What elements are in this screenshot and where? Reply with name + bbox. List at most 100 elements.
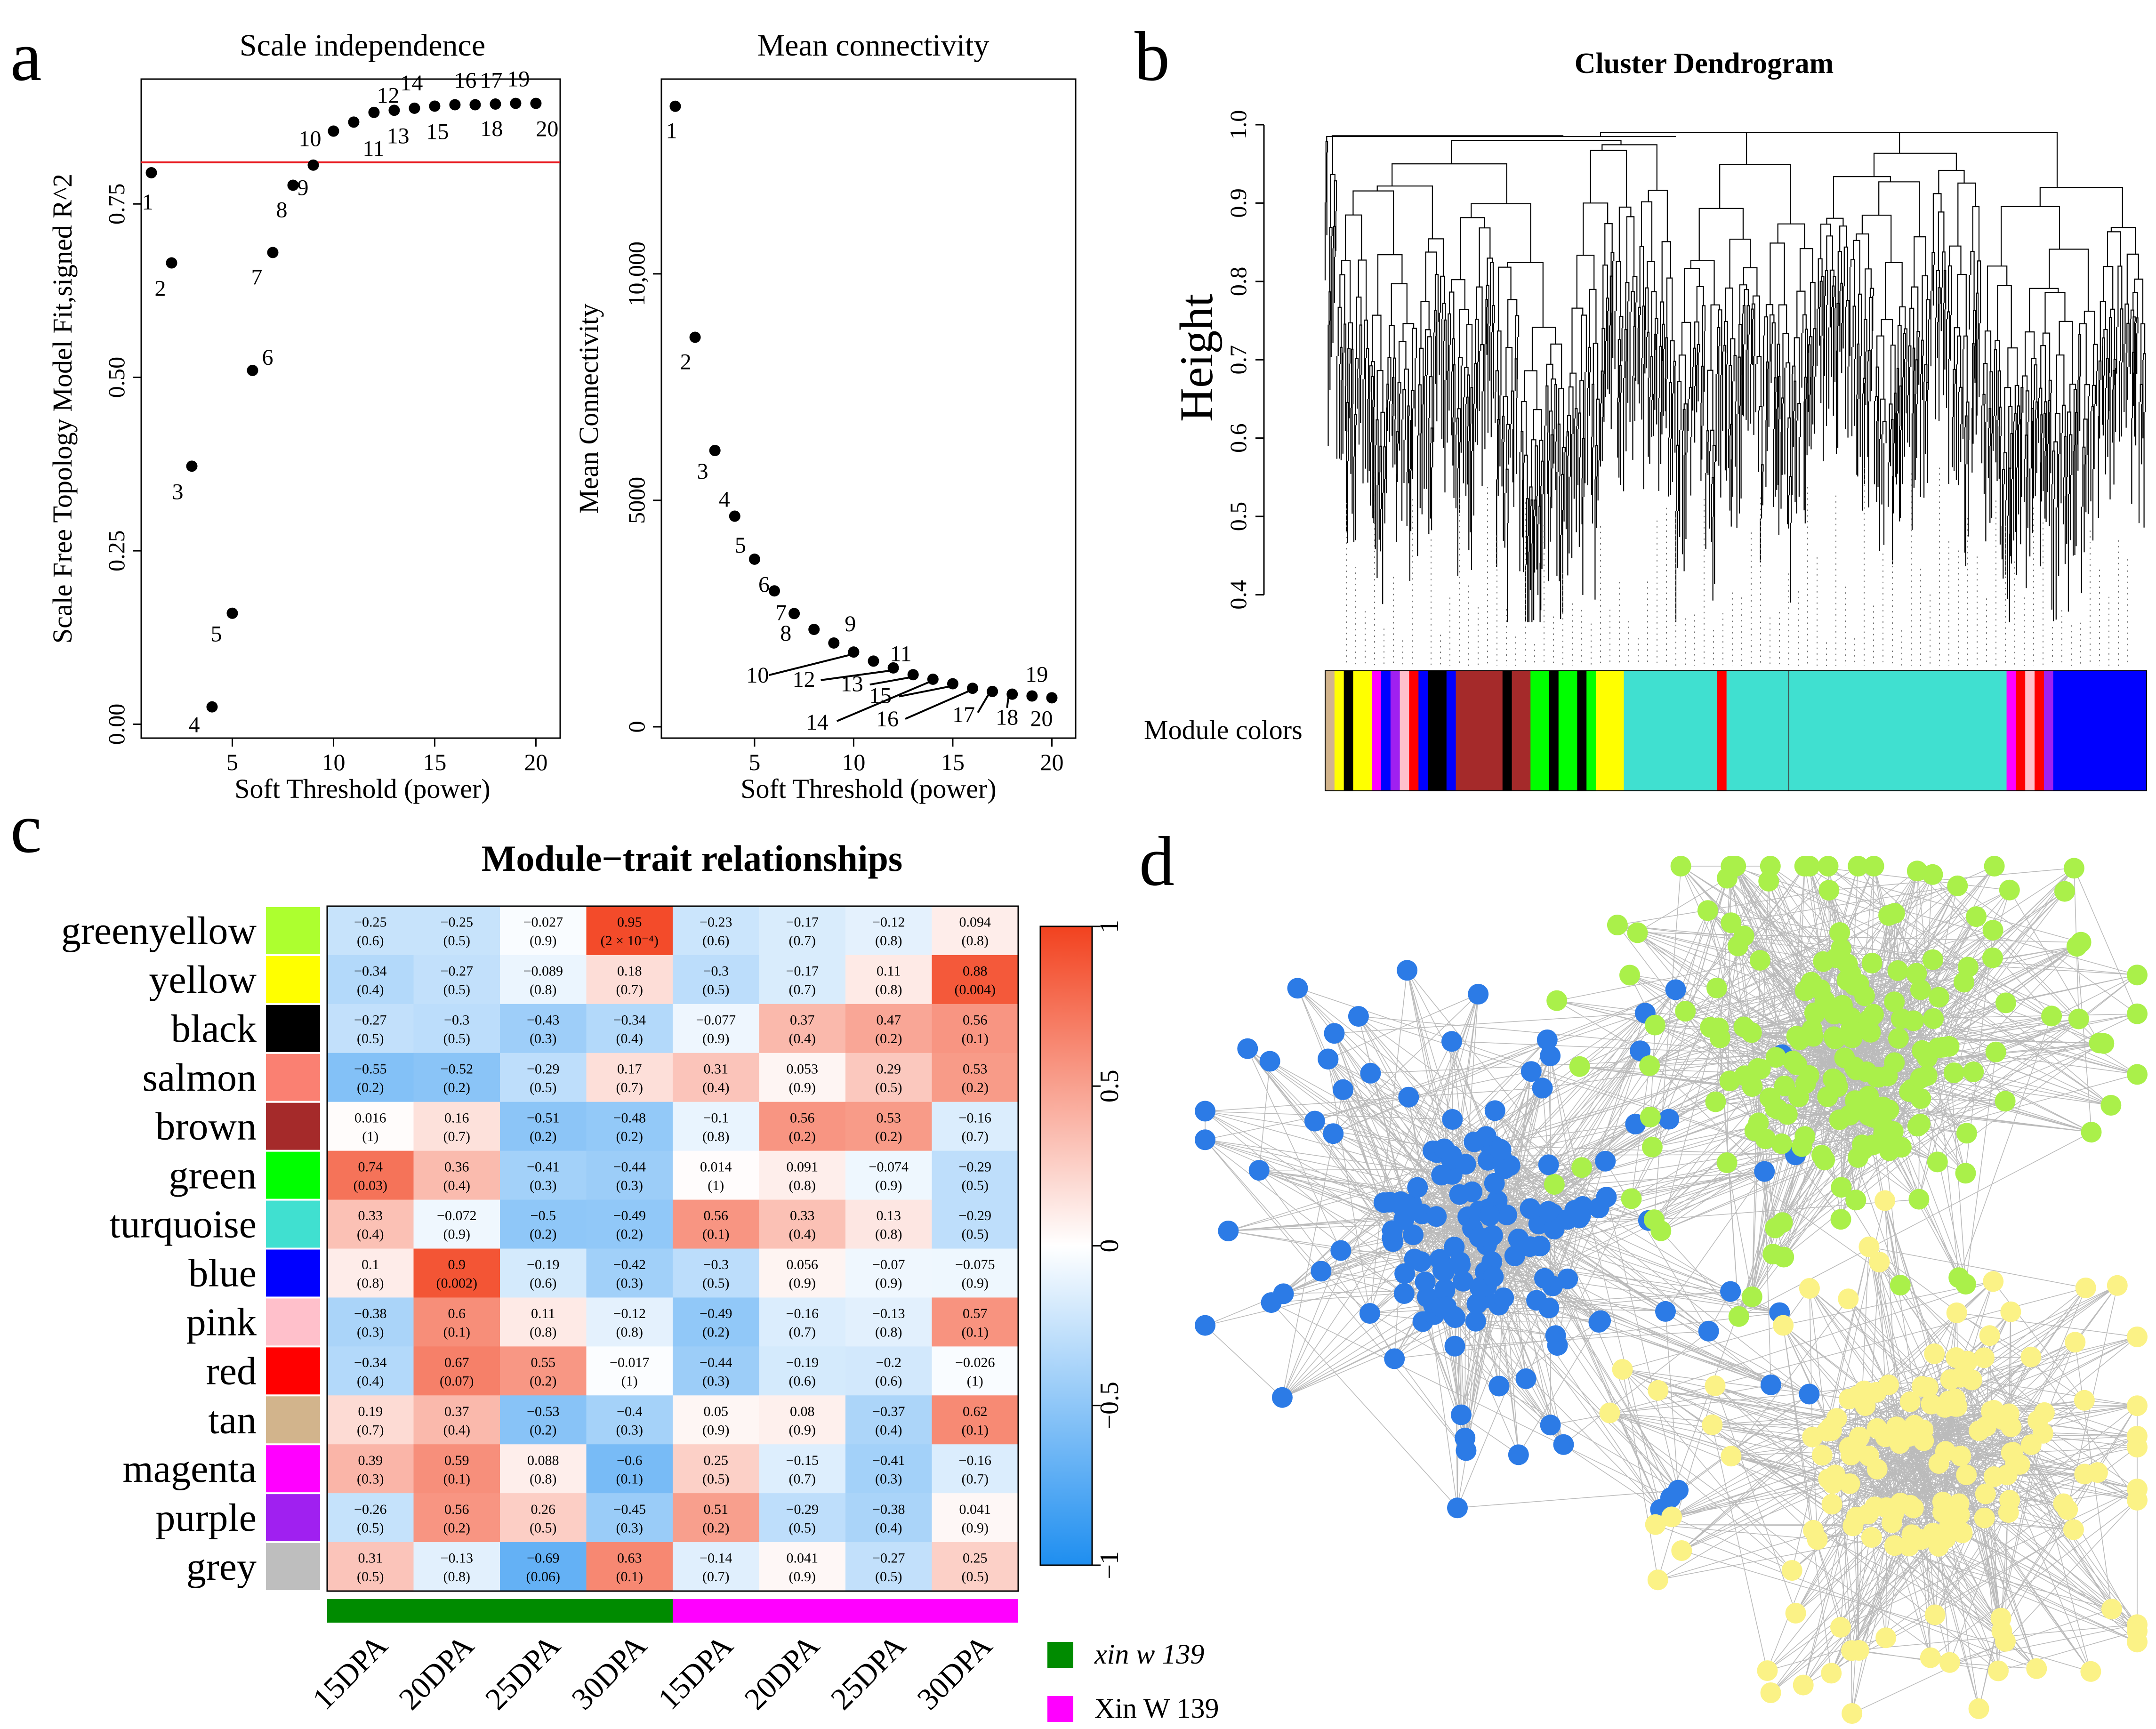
heatmap-cell (673, 1053, 760, 1102)
network-node (1949, 1504, 1970, 1525)
legend-swatch (1047, 1642, 1073, 1668)
network-node (2066, 936, 2087, 957)
network-node (2001, 1442, 2022, 1463)
heatmap-cell (673, 906, 760, 956)
network-node (2041, 1005, 2062, 1027)
network-node (1830, 1616, 1851, 1638)
network-node (1484, 1100, 1505, 1121)
network-node (1540, 1045, 1561, 1067)
chart-title: Cluster Dendrogram (1575, 48, 1834, 80)
network-node (1534, 1268, 1555, 1289)
module-color-segment (1390, 671, 1400, 791)
module-color-segment (1819, 671, 2007, 791)
cell-pvalue: (0.2) (616, 1227, 643, 1242)
network-node (1333, 1079, 1354, 1100)
heatmap-cell (327, 1346, 414, 1396)
network-node (1826, 947, 1847, 968)
cell-pvalue: (0.4) (357, 1374, 384, 1389)
network-node (1830, 1209, 1851, 1230)
cell-correlation: −0.44 (700, 1355, 732, 1370)
y-tick-label: 0.00 (103, 704, 129, 745)
cell-pvalue: (1) (621, 1374, 638, 1389)
network-node (1590, 1310, 1611, 1331)
cluster-dendrogram-plot: Cluster Dendrogram Height 0.4 0.5 0.6 0.7 0.… (1144, 48, 2147, 791)
data-point (868, 655, 879, 667)
module-bar-frame (1325, 670, 2147, 791)
data-point (226, 607, 238, 619)
cell-correlation: 0.47 (877, 1013, 901, 1028)
cell-correlation: −0.27 (354, 1013, 386, 1028)
cell-correlation: −0.34 (354, 964, 386, 979)
cell-pvalue: (0.4) (789, 1031, 816, 1046)
cell-correlation: 0.091 (787, 1159, 819, 1174)
cell-pvalue: (0.5) (443, 982, 470, 997)
network-node (1537, 1029, 1558, 1050)
network-node (1903, 1010, 1924, 1031)
network-node (1569, 1056, 1590, 1077)
column-label: 30DPA (910, 1628, 999, 1717)
network-node (1907, 860, 1928, 882)
heatmap-cell (932, 955, 1019, 1005)
cell-correlation: 0.094 (959, 915, 991, 930)
colorbar-gradient (1039, 925, 1093, 1566)
data-point (848, 646, 860, 658)
network-node (2087, 1462, 2108, 1483)
x-tick-label: 5 (226, 749, 238, 775)
heatmap-cell (586, 1297, 673, 1347)
cell-pvalue: (0.8) (530, 1325, 556, 1340)
network-node (1469, 1227, 1490, 1248)
network-node (1924, 1343, 1945, 1364)
heatmap-cell (413, 1542, 500, 1592)
network-node (2089, 1032, 2110, 1053)
network-node (1645, 1514, 1666, 1535)
heatmap-cell (500, 1199, 587, 1249)
network-node (1838, 1288, 1859, 1310)
network-node (1508, 1444, 1529, 1465)
cell-pvalue: (0.03) (354, 1178, 387, 1193)
network-node (1195, 1101, 1215, 1122)
cell-pvalue: (0.5) (357, 1569, 384, 1584)
network-node (1984, 856, 2005, 877)
network-node (1817, 1421, 1838, 1442)
cell-pvalue: (0.8) (875, 1227, 902, 1242)
cell-correlation: 0.6 (448, 1306, 466, 1321)
cell-pvalue: (0.1) (616, 1471, 643, 1487)
y-tick-label: 0.9 (1225, 188, 1251, 218)
cell-pvalue: (0.5) (962, 1178, 989, 1193)
network-node (1774, 1075, 1795, 1096)
cell-pvalue: (0.6) (530, 1276, 556, 1291)
network-node (1910, 979, 1931, 1000)
panel-letter-a: a (10, 17, 42, 96)
network-node (1644, 1014, 1665, 1036)
data-point (887, 662, 899, 674)
x-axis-label: Soft Threshold (power) (234, 773, 490, 804)
heatmap-cell (586, 1004, 673, 1053)
heatmap-cell (932, 1493, 1019, 1543)
y-axis-label: Scale Free Topology Model Fit,signed R^2 (47, 174, 78, 643)
cell-pvalue: (0.7) (789, 1325, 816, 1340)
cell-pvalue: (0.1) (443, 1325, 470, 1340)
cell-correlation: −0.52 (441, 1061, 473, 1077)
cell-pvalue: (0.6) (357, 933, 384, 949)
x-tick-label: 10 (322, 749, 345, 775)
heatmap-cell (673, 1199, 760, 1249)
heatmap-cell (673, 1493, 760, 1543)
network-node (1515, 1368, 1537, 1389)
point-label: 10 (746, 663, 769, 688)
legend-label: xin w 139 (1094, 1639, 1204, 1670)
network-node (1827, 1076, 1848, 1097)
row-label: black (171, 1007, 257, 1051)
y-tick-label: 0 (623, 721, 650, 732)
cell-correlation: −0.34 (613, 1013, 646, 1028)
network-node (1538, 1201, 1559, 1222)
network-node (2101, 1599, 2122, 1620)
module-color-swatch (266, 956, 320, 1003)
network-node (1874, 1190, 1896, 1211)
module-colors-label: Module colors (1144, 715, 1303, 745)
heatmap-cell (759, 1102, 846, 1151)
point-label: 13 (841, 671, 863, 696)
x-tick-label: 20 (524, 749, 547, 775)
cell-correlation: −0.072 (437, 1208, 476, 1223)
cell-correlation: 0.05 (704, 1404, 729, 1419)
network-node (1640, 1107, 1661, 1127)
